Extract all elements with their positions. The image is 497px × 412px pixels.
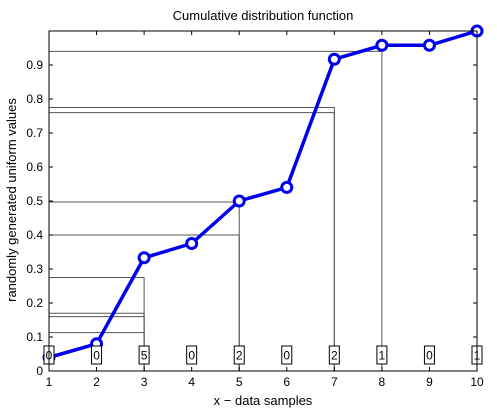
count-label: 5 bbox=[141, 349, 148, 363]
x-axis-label: x − data samples bbox=[214, 393, 313, 408]
y-axis-label: randomly generated uniform values bbox=[4, 98, 19, 302]
count-box bbox=[91, 345, 103, 365]
y-tick-label: 0.3 bbox=[26, 262, 43, 276]
x-tick-label: 5 bbox=[236, 375, 243, 389]
cdf-point bbox=[422, 38, 436, 52]
y-tick-label: 0.1 bbox=[26, 330, 43, 344]
y-tick-label: 0.6 bbox=[26, 160, 43, 174]
x-tick-label: 7 bbox=[331, 375, 338, 389]
count-label: 0 bbox=[283, 349, 290, 363]
count-label: 0 bbox=[426, 349, 433, 363]
x-tick-label: 10 bbox=[470, 375, 484, 389]
count-box bbox=[423, 345, 435, 365]
x-tick-label: 3 bbox=[141, 375, 148, 389]
y-tick-label: 0.8 bbox=[26, 92, 43, 106]
cdf-point bbox=[375, 38, 389, 52]
count-box bbox=[328, 345, 340, 365]
sample-guide-line bbox=[49, 50, 383, 371]
sample-guides bbox=[49, 50, 383, 371]
cdf-line bbox=[48, 29, 478, 360]
x-tick-label: 6 bbox=[283, 375, 290, 389]
sample-guide-line bbox=[49, 277, 145, 371]
y-tick-label: 0.7 bbox=[26, 126, 43, 140]
cdf-point bbox=[280, 180, 294, 194]
y-tick-label: 0.5 bbox=[26, 194, 43, 208]
count-box bbox=[186, 345, 198, 365]
x-tick-label: 2 bbox=[93, 375, 100, 389]
x-tick-label: 8 bbox=[379, 375, 386, 389]
chart-title: Cumulative distribution function bbox=[173, 8, 354, 23]
x-tick-label: 9 bbox=[426, 375, 433, 389]
count-box bbox=[138, 345, 150, 365]
cdf-series bbox=[42, 24, 484, 364]
cdf-point bbox=[232, 194, 246, 208]
count-label: 1 bbox=[379, 349, 386, 363]
count-box bbox=[233, 345, 245, 365]
cdf-point bbox=[185, 237, 199, 250]
count-label: 0 bbox=[93, 349, 100, 363]
y-tick-label: 0 bbox=[36, 364, 43, 378]
count-box bbox=[376, 345, 388, 365]
count-label: 2 bbox=[236, 349, 243, 363]
count-box bbox=[281, 345, 293, 365]
cdf-point bbox=[137, 251, 151, 265]
x-tick-label: 1 bbox=[46, 375, 53, 389]
y-tick-label: 0.4 bbox=[26, 228, 43, 242]
count-label: 0 bbox=[188, 349, 195, 363]
cdf-point bbox=[327, 52, 341, 66]
y-tick-label: 0.2 bbox=[26, 296, 43, 310]
y-tick-label: 0.9 bbox=[26, 58, 43, 72]
sample-guide-line bbox=[49, 107, 335, 371]
x-tick-label: 4 bbox=[188, 375, 195, 389]
plot-frame bbox=[48, 30, 478, 372]
count-label: 2 bbox=[331, 349, 338, 363]
